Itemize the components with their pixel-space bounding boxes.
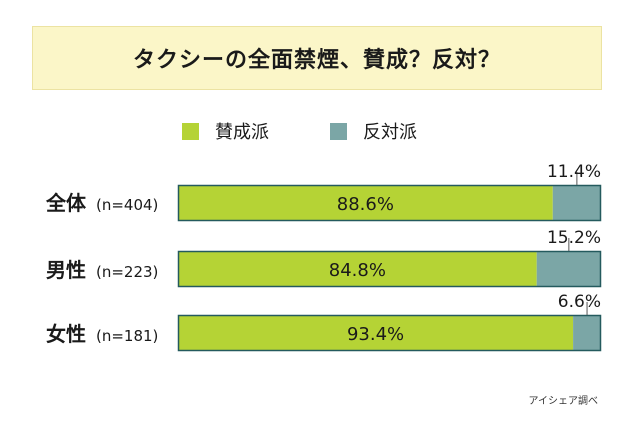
category-label: 全体 (46, 191, 86, 215)
category-label: 女性 (46, 322, 86, 346)
source-note: アイシェア調べ (528, 396, 599, 407)
bar-oppose (552, 185, 601, 221)
data-label-favor: 84.8% (329, 260, 386, 281)
legend-label-oppose: 反対派 (363, 122, 417, 143)
data-label-oppose: 11.4% (547, 162, 601, 182)
data-label-favor: 93.4% (347, 324, 404, 345)
legend-item-oppose: 反対派 (330, 116, 417, 146)
bar-outline (177, 250, 602, 288)
legend-label-favor: 賛成派 (215, 122, 269, 143)
data-label-oppose: 15.2% (547, 228, 601, 248)
data-label-favor: 88.6% (337, 194, 394, 215)
title-banner: タクシーの全面禁煙、賛成？反対？ (32, 26, 602, 90)
legend-item-favor: 賛成派 (182, 116, 269, 146)
row-label-2: 女性 (n=181) (46, 316, 158, 352)
legend-swatch-oppose (330, 122, 347, 140)
sample-size-label: (n=404) (96, 196, 159, 214)
row-label-1: 男性 (n=223) (46, 252, 158, 288)
bar-oppose (573, 315, 601, 351)
bar-oppose (536, 251, 601, 287)
legend: 賛成派 反対派 (0, 116, 640, 146)
bar-favor (178, 185, 553, 221)
chart-title: タクシーの全面禁煙、賛成？反対？ (132, 48, 501, 73)
bar-outline (177, 314, 602, 352)
legend-swatch-favor (182, 122, 199, 140)
bar-favor (178, 251, 537, 287)
sample-size-label: (n=223) (96, 263, 159, 281)
category-label: 男性 (46, 258, 86, 282)
row-label-0: 全体 (n=404) (46, 185, 158, 221)
bar-outline (177, 184, 602, 222)
bar-favor (178, 315, 574, 351)
data-label-oppose: 6.6% (558, 292, 601, 312)
sample-size-label: (n=181) (96, 327, 159, 345)
